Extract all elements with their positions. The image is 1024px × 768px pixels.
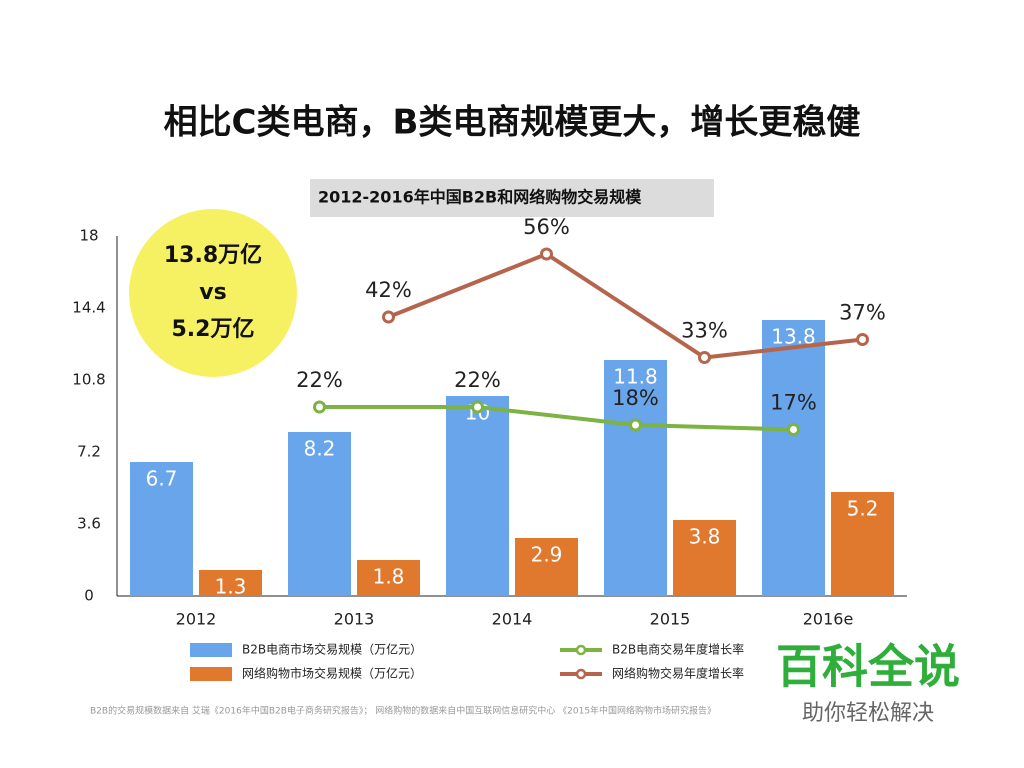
growth-label: 56% — [523, 215, 570, 239]
bar — [604, 360, 667, 596]
bar-value-label: 3.8 — [689, 525, 721, 549]
legend-swatch — [190, 643, 232, 657]
bar — [673, 520, 736, 596]
annotation: 5.2万亿 — [172, 317, 255, 342]
growth-point — [698, 351, 711, 364]
legend-swatch — [575, 644, 587, 656]
watermark-subtitle: 助你轻松解决 — [802, 701, 934, 726]
y-tick-label: 0 — [84, 587, 94, 605]
legend-label: 网络购物交易年度增长率 — [612, 666, 744, 681]
legend-label: B2B电商交易年度增长率 — [612, 642, 744, 657]
watermark-bg — [750, 640, 1024, 740]
highlight-circle — [129, 209, 297, 377]
bar-value-label: 1.8 — [373, 565, 405, 589]
x-tick-label: 2013 — [334, 610, 375, 629]
growth-point — [629, 418, 642, 432]
annotation: 13.8万亿 — [164, 243, 262, 268]
chart-title: 2012-2016年中国B2B和网络购物交易规模 — [318, 188, 642, 207]
growth-point — [313, 400, 326, 414]
bar — [130, 462, 193, 596]
growth-label: 22% — [296, 368, 343, 392]
slide-title: 相比C类电商，B类电商规模更大，增长更稳健 — [164, 103, 861, 143]
annotation: vs — [199, 280, 226, 305]
growth-point — [540, 247, 553, 261]
chart-title-box — [310, 179, 714, 217]
y-tick-label: 18 — [79, 227, 98, 245]
y-tick-label: 10.8 — [72, 371, 105, 389]
bar — [357, 560, 420, 596]
growth-line — [387, 251, 863, 360]
x-tick-label: 2012 — [176, 610, 217, 629]
growth-label: 18% — [612, 386, 659, 410]
growth-point — [787, 423, 800, 436]
bar — [831, 492, 894, 596]
growth-label: 33% — [681, 319, 728, 343]
x-tick-label: 2015 — [650, 610, 691, 629]
growth-line — [319, 405, 794, 432]
y-tick-label: 14.4 — [72, 299, 105, 317]
y-tick-label: 3.6 — [77, 515, 101, 533]
bar — [762, 320, 825, 596]
growth-label: 37% — [839, 301, 886, 325]
growth-label: 22% — [454, 368, 501, 392]
bar — [446, 396, 509, 596]
bar-value-label: 6.7 — [146, 467, 178, 491]
legend-label: 网络购物市场交易规模（万亿元） — [242, 666, 422, 681]
bar — [515, 538, 578, 596]
growth-point — [382, 310, 395, 324]
growth-point — [856, 333, 869, 346]
source-note: B2B的交易规模数据来自 艾瑞《2016年中国B2B电子商务研究报告》； 网络购… — [90, 705, 716, 717]
legend-swatch — [190, 667, 232, 681]
x-tick-label: 2016e — [803, 610, 854, 629]
bar-value-label: 5.2 — [847, 497, 879, 521]
bar-value-label: 11.8 — [613, 365, 658, 389]
legend-label: B2B电商市场交易规模（万亿元） — [242, 642, 422, 657]
growth-point — [471, 400, 484, 414]
watermark-title: 百科全说 — [776, 640, 960, 694]
growth-label: 42% — [365, 278, 412, 302]
bar-value-label: 8.2 — [304, 437, 336, 461]
growth-label: 17% — [770, 391, 817, 415]
bar — [288, 432, 351, 596]
bar — [199, 570, 262, 596]
x-tick-label: 2014 — [492, 610, 533, 629]
bar-value-label: 1.3 — [215, 575, 247, 599]
legend-swatch — [575, 668, 587, 680]
bar-value-label: 2.9 — [531, 543, 563, 567]
y-tick-label: 7.2 — [77, 443, 101, 461]
